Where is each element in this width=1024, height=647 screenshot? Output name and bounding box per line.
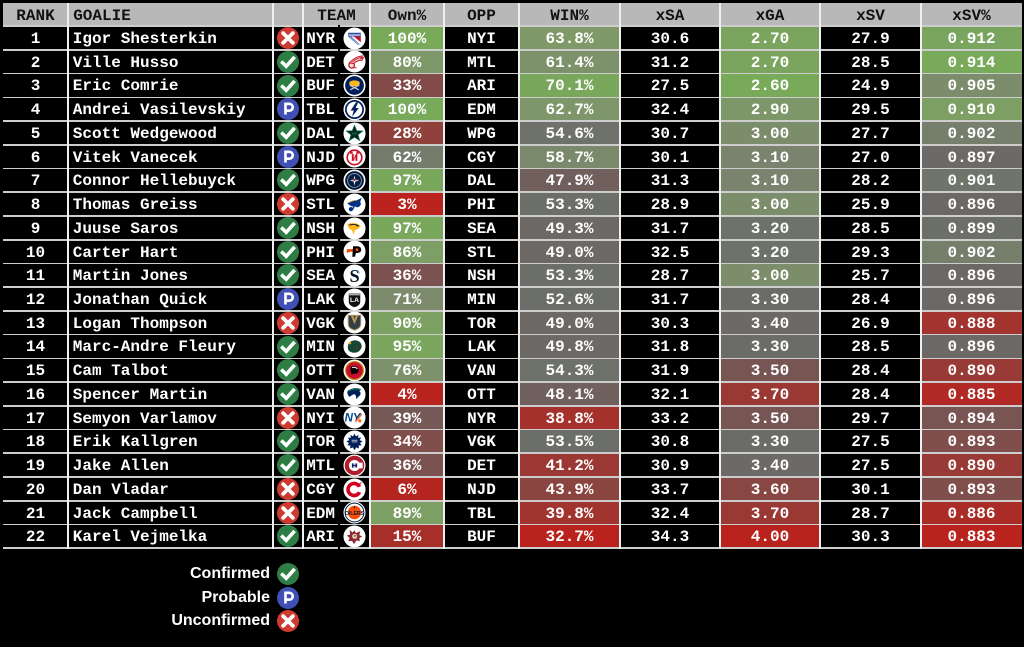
svg-text:S: S [349, 266, 359, 286]
svg-text:NY: NY [345, 413, 362, 425]
svg-text:OILERS: OILERS [345, 511, 365, 517]
svg-text:LA: LA [350, 297, 359, 304]
